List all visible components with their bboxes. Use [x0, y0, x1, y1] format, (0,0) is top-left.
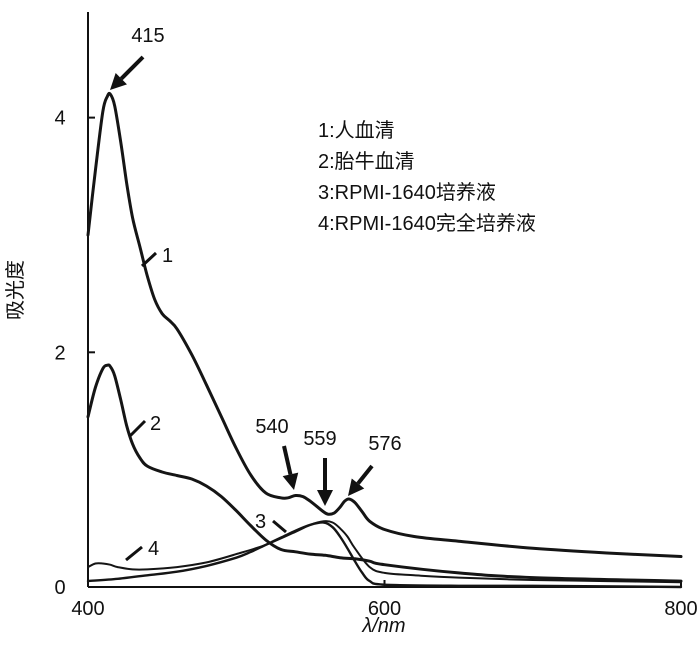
curve-2-label: 2 — [150, 413, 161, 435]
curve-2-leader — [128, 419, 147, 438]
legend-entry-1: 1:人血清 — [318, 119, 395, 142]
x-tick-label: 800 — [664, 598, 697, 620]
peak-label-559: 559 — [303, 428, 336, 450]
y-axis-title: 吸光度 — [4, 260, 27, 320]
y-tick-label: 4 — [54, 108, 65, 130]
peak-arrow-576-head — [348, 478, 365, 496]
x-axis-title-text: λ/nm — [361, 615, 405, 637]
peak-label-415: 415 — [131, 25, 164, 47]
curve-3-label: 3 — [255, 511, 266, 533]
legend-entry-2: 2:胎牛血清 — [318, 150, 415, 173]
x-tick-label: 600 — [368, 598, 401, 620]
legend-entry-3: 3:RPMI-1640培养液 — [318, 181, 496, 204]
series-4-line — [87, 520, 682, 584]
y-tick-label: 0 — [54, 577, 65, 599]
y-ticks: 0 2 4 — [54, 108, 95, 599]
legend: 1:人血清 2:胎牛血清 3:RPMI-1640培养液 4:RPMI-1640完… — [318, 119, 536, 235]
series-2-line — [86, 363, 683, 583]
peak-arrow-540-head — [282, 472, 299, 490]
peak-arrow-415-shaft — [119, 55, 145, 81]
curve-3-leader — [272, 519, 287, 534]
x-tick-label: 400 — [71, 598, 104, 620]
curve-label-layer: 1 2 3 4 — [125, 245, 287, 562]
series-3-line — [86, 521, 683, 589]
peak-arrow-576-shaft — [356, 464, 374, 485]
y-tick-label: 2 — [54, 342, 65, 364]
peak-arrow-415-head — [110, 73, 127, 90]
annotation-layer: 415 540 559 576 — [110, 25, 402, 506]
curve-1-label: 1 — [162, 245, 173, 267]
series-1-line — [86, 91, 683, 558]
series-layer — [86, 91, 683, 589]
peak-arrow-559-head — [317, 490, 333, 506]
peak-label-540: 540 — [255, 416, 288, 438]
curve-1-leader — [140, 251, 158, 268]
legend-entry-4: 4:RPMI-1640完全培养液 — [318, 212, 536, 235]
peak-arrow-540-shaft — [282, 445, 293, 475]
axes: 400 600 800 0 2 4 — [54, 12, 698, 620]
curve-4-leader — [125, 545, 143, 562]
curve-4-label: 4 — [148, 538, 159, 560]
peak-label-576: 576 — [368, 433, 401, 455]
x-axis-title: λ/nm — [361, 615, 405, 637]
